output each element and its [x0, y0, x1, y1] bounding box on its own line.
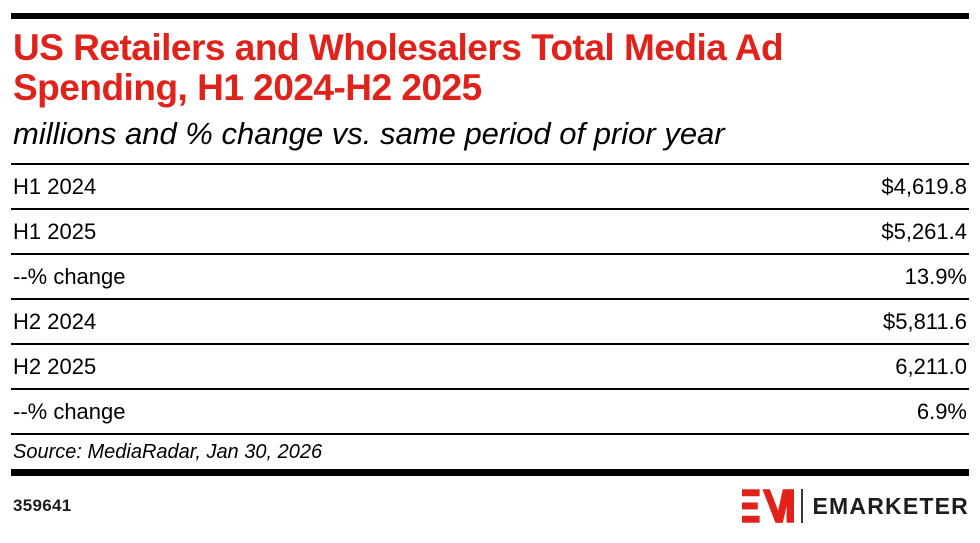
table-row: --% change 6.9% [11, 390, 969, 435]
source-note: Source: MediaRadar, Jan 30, 2026 [13, 440, 323, 463]
row-value: $5,261.4 [881, 218, 967, 244]
row-value: 6,211.0 [895, 353, 967, 379]
row-value: 13.9% [904, 263, 967, 289]
table-row: H2 2024 $5,811.6 [11, 300, 969, 345]
em-monogram-icon [741, 489, 794, 523]
row-value: $5,811.6 [882, 308, 967, 334]
table-row: H2 2025 6,211.0 [11, 345, 969, 390]
row-value: $4,619.8 [881, 173, 967, 199]
row-label: --% change [13, 263, 126, 289]
data-table: H1 2024 $4,619.8 H1 2025 $5,261.4 --% ch… [11, 163, 969, 435]
logo-divider [800, 489, 803, 523]
chart-title: US Retailers and Wholesalers Total Media… [13, 27, 784, 108]
table-row: H1 2025 $5,261.4 [11, 210, 969, 255]
footer: 359641 EMARKETER [11, 487, 969, 525]
top-rule-bar [11, 13, 969, 19]
row-label: H1 2025 [13, 218, 97, 244]
row-label: H2 2024 [13, 308, 97, 334]
table-row: --% change 13.9% [11, 255, 969, 300]
bottom-rule-bar [11, 469, 969, 476]
row-label: H2 2025 [13, 353, 97, 379]
brand-wordmark: EMARKETER [812, 493, 969, 519]
row-value: 6.9% [916, 398, 967, 424]
row-label: H1 2024 [13, 173, 97, 199]
chart-id: 359641 [13, 496, 72, 515]
emarketer-logo: EMARKETER [741, 487, 969, 525]
table-row: H1 2024 $4,619.8 [11, 165, 969, 210]
chart-subtitle: millions and % change vs. same period of… [13, 116, 725, 151]
row-label: --% change [13, 398, 126, 424]
